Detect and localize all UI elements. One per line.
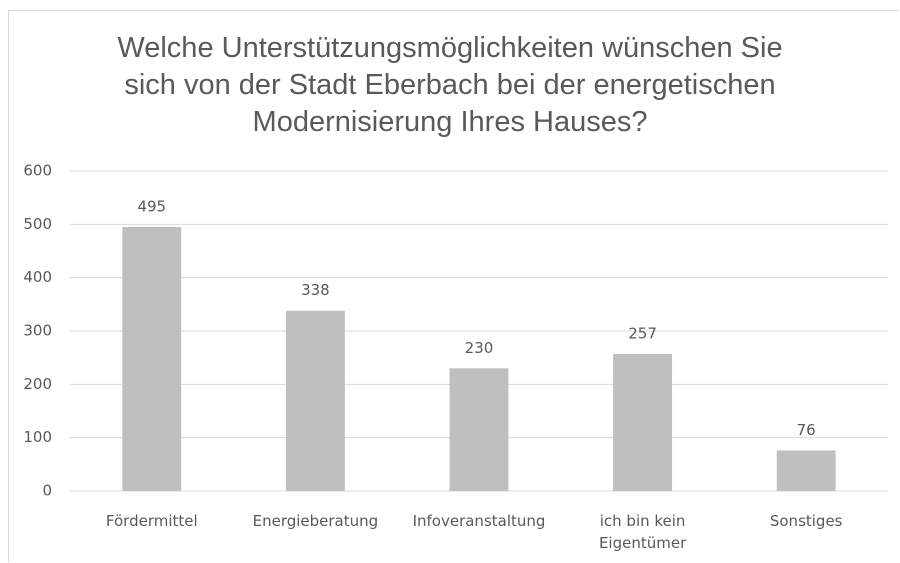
data-label: 338 — [301, 281, 330, 299]
chart-title: Welche Unterstützungsmöglichkeiten wünsc… — [117, 32, 783, 138]
bar — [776, 450, 836, 491]
x-tick-label: ich bin kein Eigentümer — [598, 512, 687, 552]
y-tick-label: 500 — [23, 215, 52, 233]
y-tick-label: 100 — [23, 428, 52, 446]
bar — [122, 227, 182, 491]
x-tick-label: Infoveranstaltung — [412, 512, 546, 530]
x-tick-label: Sonstiges — [769, 512, 843, 530]
bar — [449, 368, 509, 491]
x-tick-label: Fördermittel — [105, 512, 198, 530]
y-tick-label: 300 — [23, 322, 52, 340]
bar — [285, 310, 345, 491]
data-label: 230 — [465, 339, 494, 357]
data-label: 495 — [137, 198, 166, 216]
y-tick-label: 200 — [23, 375, 52, 393]
y-tick-label: 600 — [23, 162, 52, 180]
data-label: 257 — [628, 324, 657, 342]
chart-border — [8, 10, 899, 562]
data-label: 76 — [797, 421, 816, 439]
x-tick-label: Energieberatung — [252, 512, 379, 530]
bar — [613, 353, 673, 491]
y-tick-label: 400 — [23, 268, 52, 286]
y-tick-label: 0 — [42, 482, 52, 500]
